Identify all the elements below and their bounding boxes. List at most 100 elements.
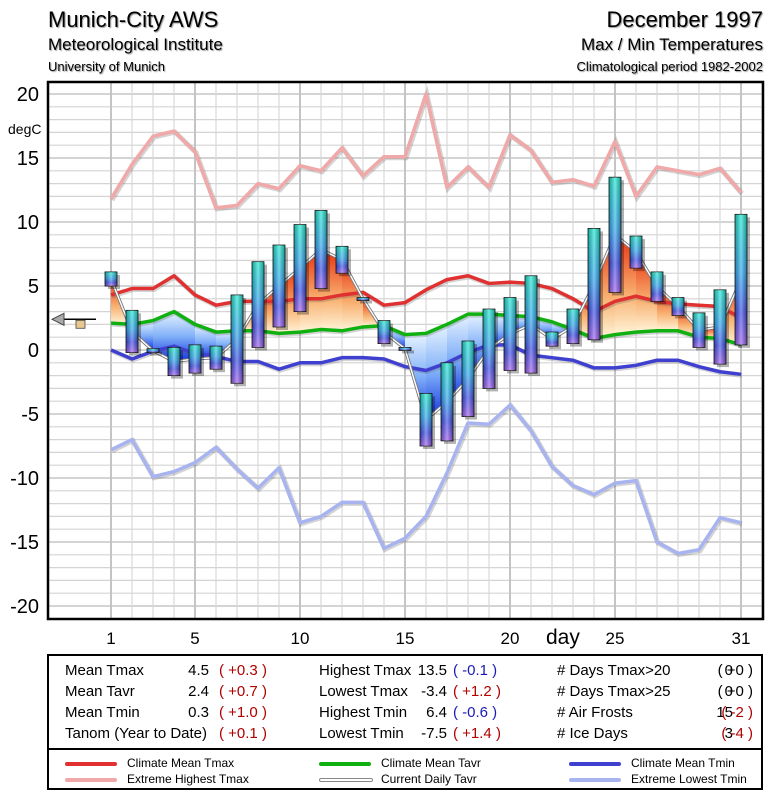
bar-shading [504, 297, 516, 371]
bar-shading [105, 271, 117, 286]
stat-value: -3.4 [421, 683, 447, 700]
legend-divider [49, 748, 761, 750]
bar-shading [462, 341, 474, 417]
x-tick-label: 1 [106, 629, 115, 648]
bar-shading [273, 245, 285, 327]
university-title: University of Munich [48, 59, 166, 74]
bar-shading [420, 393, 432, 446]
y-tick-label: 5 [28, 276, 39, 298]
bar-shading [546, 332, 558, 347]
stat-label: Mean Tmax [65, 662, 144, 679]
stat-label: Highest Tmax [319, 662, 412, 679]
bar-shading [441, 362, 453, 441]
stat-value: 6.4 [426, 704, 447, 721]
annual-marker [50, 312, 96, 329]
bar-shadow [150, 351, 162, 356]
bar-shading [693, 312, 705, 348]
stat-label: # Ice Days [557, 725, 628, 742]
stat-value: 13.5 [417, 662, 447, 679]
y-tick-label: 15 [17, 148, 39, 170]
stat-anomaly: ( -4 ) [721, 725, 753, 742]
marker-anomaly-bar [75, 319, 86, 329]
y-tick-label: -20 [10, 596, 39, 618]
legend-swatch [569, 762, 621, 766]
x-axis-label: day [546, 626, 580, 649]
stat-anomaly: ( +0.3 ) [219, 662, 267, 679]
stat-value: 3 [724, 725, 733, 742]
bar-shading [567, 309, 579, 344]
y-tick-label: 0 [28, 340, 39, 362]
stat-label: # Days Tmax>20 [557, 662, 671, 679]
daily-bars [104, 176, 750, 449]
bar-shading [168, 347, 180, 376]
bar-shading [315, 210, 327, 289]
x-tick-label: 15 [396, 629, 415, 648]
series-line-extreme-highest-tmax [109, 92, 743, 210]
stat-value: 0 [724, 662, 733, 679]
bar-shading [294, 224, 306, 312]
marker-arrow-icon [50, 312, 65, 327]
bar-shading [714, 289, 726, 365]
month-title: December 1997 [606, 7, 763, 32]
series-line-extreme-lowest-tmin [110, 403, 742, 556]
stat-anomaly: ( -0.6 ) [453, 704, 498, 721]
legend-label: Climate Mean Tmax [127, 756, 235, 770]
x-tick-label: 31 [732, 629, 751, 648]
plot-frame [46, 80, 765, 621]
institute-title: Meteorological Institute [48, 35, 223, 54]
stat-anomaly: ( -0.1 ) [453, 662, 498, 679]
y-tick-label: -10 [10, 468, 39, 490]
bar-shading [126, 310, 138, 353]
bar-shading [672, 297, 684, 316]
bar-shading [630, 236, 642, 269]
stat-anomaly: ( +0.7 ) [219, 683, 267, 700]
stat-value: 0 [724, 683, 733, 700]
stat-anomaly: ( +0.1 ) [219, 725, 267, 742]
stat-anomaly: ( +0 ) [717, 683, 753, 700]
stat-anomaly: ( +1.2 ) [453, 683, 501, 700]
anomaly-segment [636, 252, 657, 333]
stat-label: # Days Tmax>25 [557, 683, 671, 700]
bar-shading [588, 228, 600, 340]
stat-label: Highest Tmin [319, 704, 408, 721]
bar-shading [378, 320, 390, 344]
bar-shading [252, 261, 264, 348]
stat-anomaly: ( +1.0 ) [219, 704, 267, 721]
stat-value: 0.3 [188, 704, 209, 721]
station-title: Munich-City AWS [48, 7, 219, 32]
stat-value: -7.5 [421, 725, 447, 742]
legend-label: Climate Mean Tmin [631, 756, 735, 770]
legend-label: Extreme Highest Tmax [127, 772, 249, 786]
stat-value: 4.5 [188, 662, 209, 679]
bar-shading [147, 348, 159, 353]
bar-shadow [360, 300, 372, 304]
y-tick-label: 10 [17, 212, 39, 234]
bar-shading [651, 271, 663, 302]
stat-label: Lowest Tmin [319, 725, 404, 742]
series-lines [109, 85, 744, 558]
stat-value: 2.4 [188, 683, 209, 700]
bar-shading [483, 309, 495, 389]
legend-label: Climate Mean Tavr [381, 756, 481, 770]
bar-shading [735, 214, 747, 345]
stat-anomaly: ( +0 ) [717, 662, 753, 679]
x-tick-labels: 1 5 10 15 20 25 31 [106, 629, 750, 648]
stat-label: # Air Frosts [557, 704, 633, 721]
y-tick-label: -5 [21, 404, 39, 426]
stat-label: Lowest Tmax [319, 683, 408, 700]
bar-shading [525, 275, 537, 374]
bar-shadow [402, 350, 414, 354]
y-axis-label: degC [8, 121, 41, 137]
legend-swatch [319, 762, 371, 766]
stat-label: Tanom (Year to Date) [65, 725, 208, 742]
bar-shading [231, 294, 243, 384]
legend-label: Extreme Lowest Tmin [631, 772, 747, 786]
y-tick-label: -15 [10, 532, 39, 554]
x-tick-label: 20 [501, 629, 520, 648]
legend-swatch [65, 762, 117, 766]
bar-shading [399, 347, 411, 351]
x-tick-label: 10 [291, 629, 310, 648]
legend-swatch [569, 778, 621, 782]
bar-shading [357, 297, 369, 301]
